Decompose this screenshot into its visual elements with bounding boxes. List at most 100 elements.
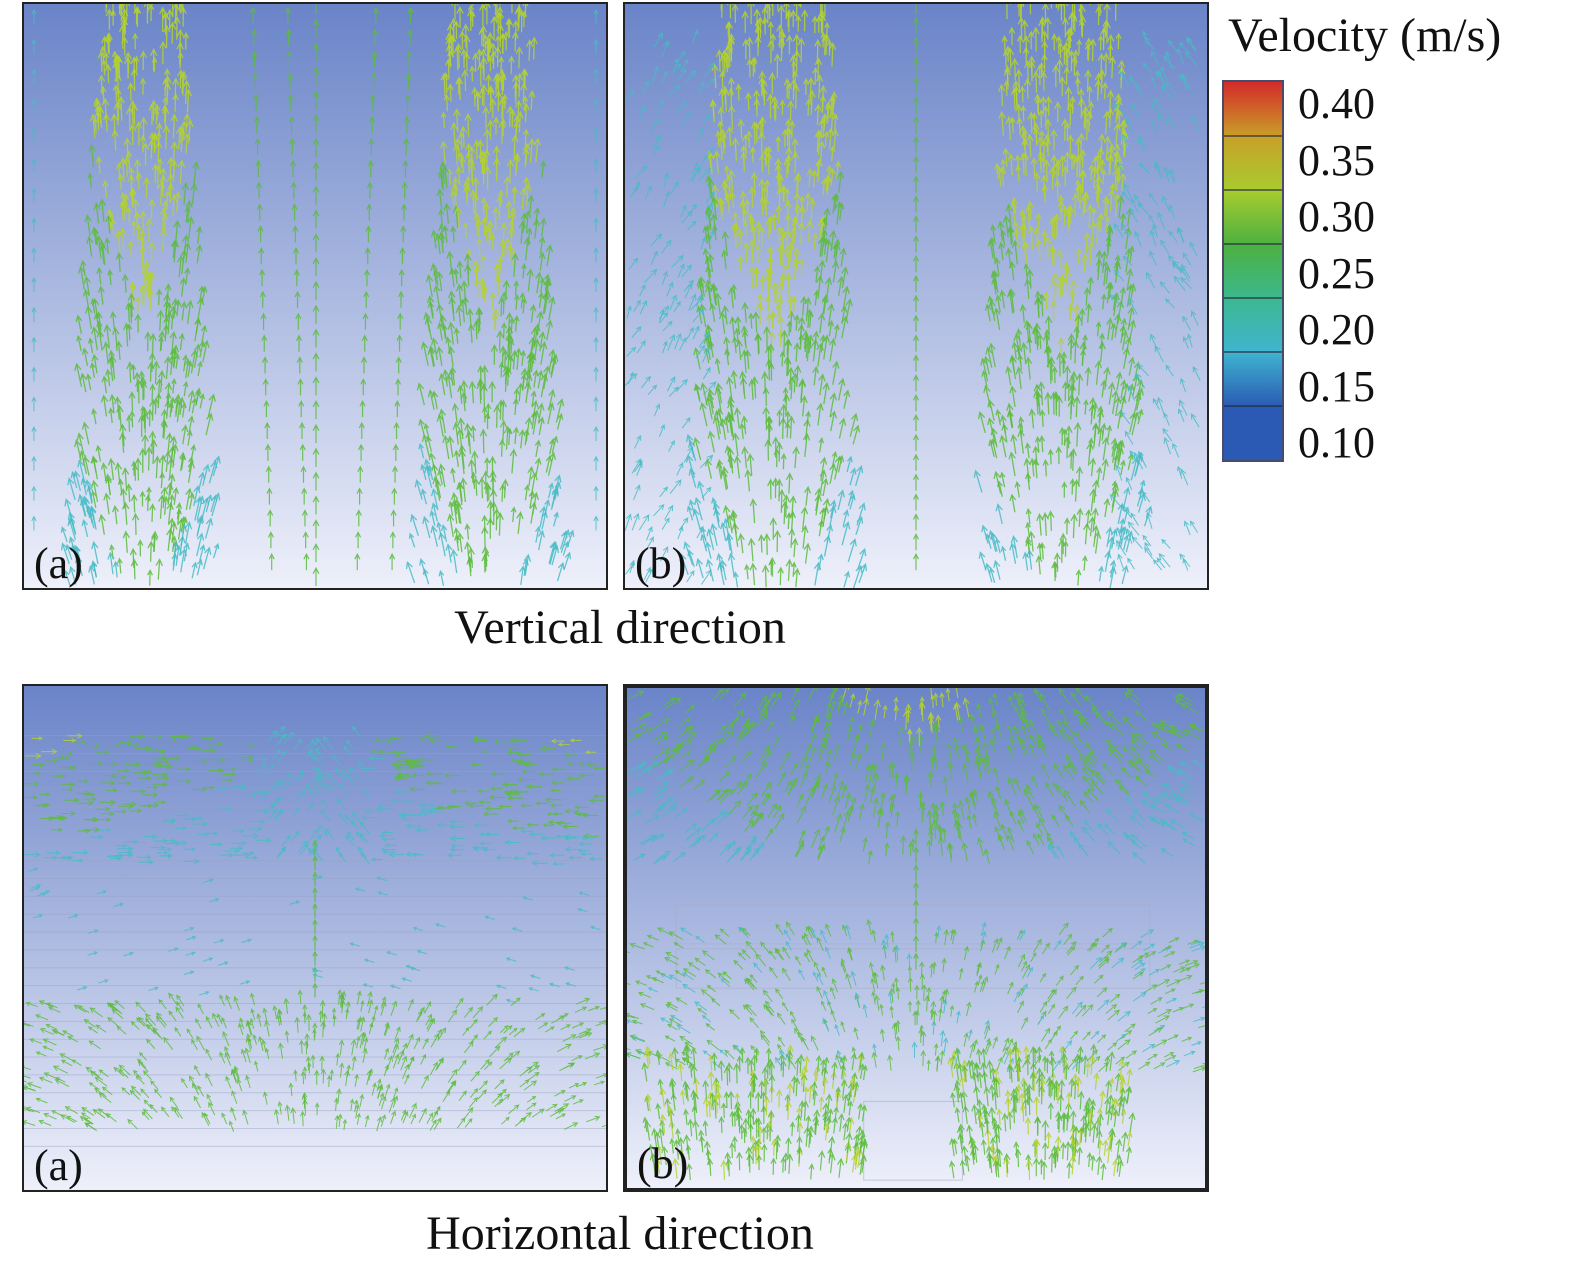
velocity-arrow <box>795 15 802 32</box>
velocity-arrow <box>478 476 486 499</box>
velocity-arrow <box>31 366 37 382</box>
velocity-arrow <box>625 513 632 531</box>
velocity-arrow <box>295 312 302 330</box>
velocity-arrow <box>977 974 983 986</box>
velocity-arrow <box>162 124 171 149</box>
velocity-arrow <box>818 118 826 139</box>
velocity-arrow <box>1153 96 1163 111</box>
velocity-arrow <box>679 336 687 351</box>
velocity-arrow <box>526 1095 537 1103</box>
velocity-arrow <box>470 424 477 442</box>
velocity-arrow <box>165 432 173 454</box>
velocity-arrow <box>1117 439 1125 464</box>
velocity-arrow <box>231 840 247 846</box>
velocity-arrow <box>658 308 665 324</box>
velocity-arrow <box>291 203 298 221</box>
velocity-arrow <box>137 414 146 437</box>
velocity-arrow <box>528 987 540 992</box>
velocity-arrow <box>589 856 603 862</box>
velocity-arrow <box>395 378 402 396</box>
velocity-arrow <box>1044 391 1052 415</box>
velocity-arrow <box>400 1109 407 1121</box>
velocity-arrow <box>1090 1123 1098 1143</box>
velocity-arrow <box>123 951 135 957</box>
velocity-arrow <box>172 4 174 18</box>
velocity-arrow <box>703 381 717 395</box>
velocity-arrow <box>133 211 141 230</box>
velocity-arrow <box>342 1118 347 1131</box>
velocity-arrow <box>134 120 143 147</box>
velocity-arrow <box>1023 319 1032 343</box>
velocity-arrow <box>246 855 259 860</box>
velocity-arrow <box>103 323 112 349</box>
velocity-arrow <box>669 1015 683 1023</box>
velocity-arrow <box>277 1101 283 1115</box>
velocity-arrow <box>1113 143 1121 163</box>
velocity-arrow <box>762 1078 769 1096</box>
velocity-arrow <box>916 726 923 747</box>
velocity-arrow <box>988 299 996 321</box>
velocity-arrow <box>825 1093 833 1114</box>
velocity-arrow <box>206 1093 214 1106</box>
velocity-arrow <box>625 89 636 102</box>
velocity-arrow <box>1035 555 1043 575</box>
panel-vertical-b: (b) <box>623 2 1209 590</box>
velocity-arrow <box>149 748 165 754</box>
velocity-arrow <box>174 353 181 369</box>
velocity-arrow <box>1176 227 1185 242</box>
velocity-arrow <box>138 370 145 388</box>
velocity-arrow <box>686 505 694 521</box>
velocity-arrow <box>593 485 599 501</box>
velocity-arrow <box>508 338 515 355</box>
panel-label: (a) <box>34 539 83 588</box>
velocity-arrow <box>218 961 229 966</box>
velocity-arrow <box>523 236 531 261</box>
velocity-arrow <box>593 8 599 24</box>
velocity-arrow <box>765 1000 775 1013</box>
velocity-arrow <box>105 214 113 234</box>
velocity-arrow <box>77 459 86 483</box>
velocity-arrow <box>310 1054 316 1068</box>
velocity-arrow <box>464 1118 473 1128</box>
velocity-arrow <box>537 529 545 551</box>
velocity-arrow <box>664 1097 671 1116</box>
velocity-arrow <box>593 1080 606 1086</box>
velocity-arrow <box>115 843 128 848</box>
velocity-arrow <box>355 887 366 892</box>
velocity-arrow <box>765 422 773 446</box>
velocity-arrow <box>830 90 838 111</box>
velocity-arrow <box>1042 458 1049 477</box>
velocity-arrow <box>639 299 648 315</box>
velocity-arrow <box>797 1053 805 1074</box>
velocity-arrow <box>1102 195 1110 217</box>
velocity-arrow <box>782 1152 790 1171</box>
velocity-arrow <box>1036 822 1044 836</box>
velocity-arrow <box>483 128 491 154</box>
velocity-arrow <box>488 794 505 801</box>
velocity-arrow <box>67 477 76 500</box>
velocity-arrow <box>115 251 123 273</box>
velocity-arrow <box>295 334 303 352</box>
velocity-arrow <box>149 438 158 464</box>
velocity-arrow <box>1175 743 1189 752</box>
velocity-arrow <box>197 1003 204 1015</box>
velocity-arrow <box>675 68 687 82</box>
velocity-arrow <box>508 210 517 234</box>
velocity-arrow <box>1056 719 1068 736</box>
velocity-arrow <box>593 515 599 531</box>
velocity-arrow <box>808 1163 815 1180</box>
velocity-arrow <box>1166 767 1181 777</box>
velocity-arrow <box>628 257 639 270</box>
vector-field-horizontal-a <box>24 686 606 1190</box>
velocity-arrow <box>754 244 761 263</box>
velocity-arrow <box>812 66 819 85</box>
velocity-arrow <box>61 787 74 792</box>
velocity-arrow <box>855 752 862 770</box>
velocity-arrow <box>1109 294 1123 307</box>
velocity-arrow <box>361 334 368 352</box>
velocity-arrow <box>957 799 965 821</box>
velocity-arrow <box>853 1026 859 1040</box>
velocity-arrow <box>356 1018 361 1030</box>
velocity-arrow <box>717 972 730 984</box>
velocity-arrow <box>478 832 492 837</box>
